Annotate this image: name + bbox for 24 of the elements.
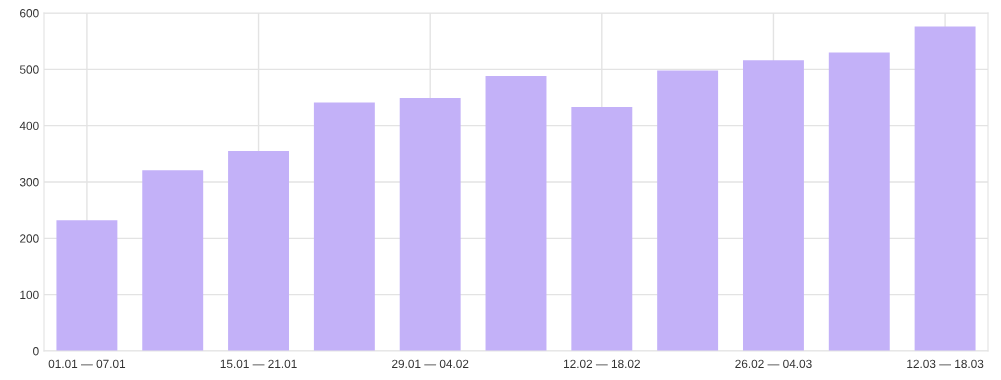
bar <box>399 98 461 351</box>
x-tick-label: 26.02 — 04.03 <box>735 359 812 368</box>
bar <box>742 60 804 351</box>
y-tick-label: 600 <box>20 9 39 18</box>
y-tick-label: 500 <box>19 65 39 74</box>
y-tick-label: 100 <box>20 290 39 300</box>
y-tick-label: 300 <box>19 178 39 187</box>
bar <box>228 151 290 351</box>
bar <box>56 220 118 351</box>
y-tick-label: 200 <box>20 234 39 243</box>
x-tick-label: 12.02 — 18.02 <box>564 359 640 368</box>
y-tick-label: 400 <box>19 121 39 131</box>
bar <box>571 107 633 351</box>
bar <box>828 52 890 351</box>
x-tick-label: 12.03 — 18.03 <box>907 359 984 368</box>
bar <box>914 26 976 351</box>
bar <box>313 102 375 351</box>
y-tick-label: 0 <box>33 347 39 356</box>
x-tick-label: 29.01 — 04.02 <box>392 359 469 368</box>
x-tick-label: 15.01 — 21.01 <box>220 359 297 368</box>
bar <box>485 76 547 351</box>
x-tick-label: 01.01 — 07.01 <box>48 359 126 368</box>
bar <box>142 170 204 351</box>
bar <box>657 70 719 351</box>
